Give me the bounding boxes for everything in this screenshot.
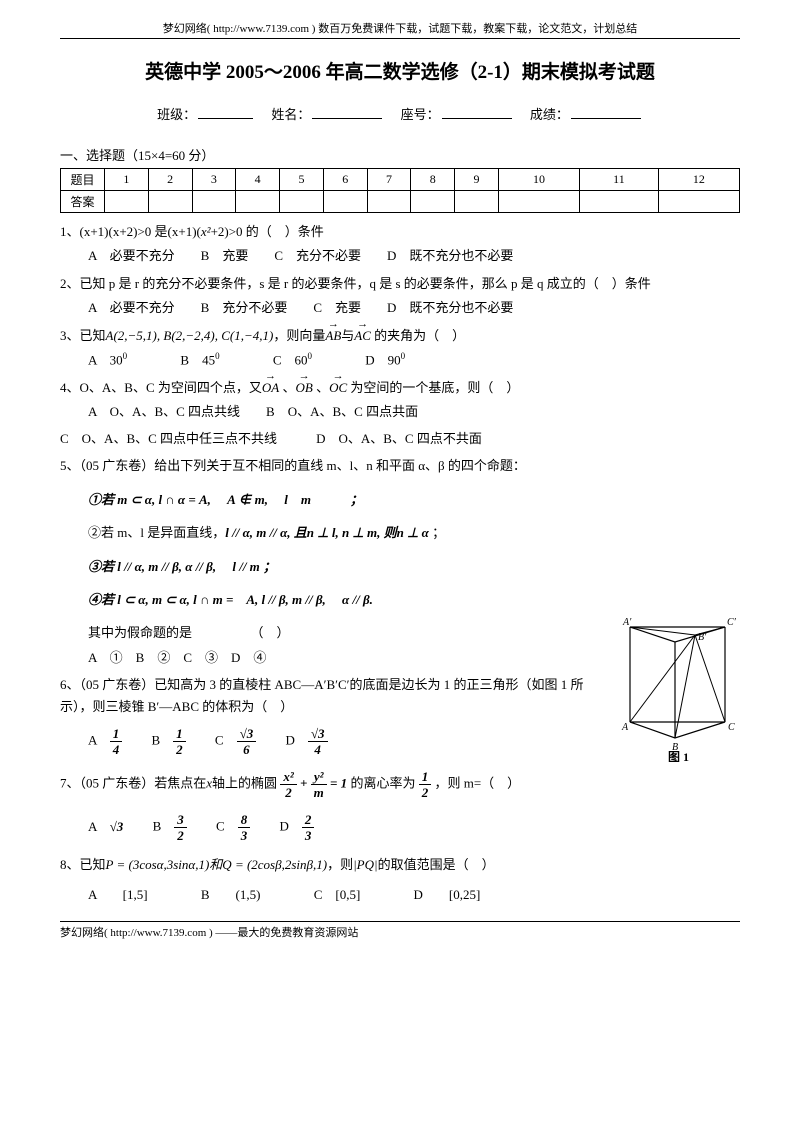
- question-3: 3、已知A(2,−5,1), B(2,−2,4), C(1,−4,1)，则向量A…: [60, 325, 740, 371]
- question-5: 5、（05 广东卷）给出下列关于互不相同的直线 m、l、n 和平面 α、β 的四…: [60, 455, 740, 668]
- page-header: 梦幻网络( http://www.7139.com ) 数百万免费课件下载，试题…: [60, 20, 740, 39]
- class-label: 班级：: [157, 107, 196, 122]
- question-8: 8、已知P = (3cosα,3sinα,1)和Q = (2cosβ,2sinβ…: [60, 854, 740, 905]
- exam-title: 英德中学 2005～2006 年高二数学选修（2-1）期末模拟考试题: [60, 57, 740, 84]
- section-1-heading: 一、选择题（15×4=60 分）: [60, 145, 740, 164]
- name-label: 姓名：: [271, 107, 310, 122]
- question-7: 7、（05 广东卷）若焦点在x轴上的椭圆 x²2 + y²m = 1 的离心率为…: [60, 770, 740, 842]
- seat-blank: [442, 118, 512, 119]
- name-blank: [312, 118, 382, 119]
- answer-table: 题目 12 34 56 78 910 1112 答案: [60, 168, 740, 213]
- class-blank: [198, 118, 253, 119]
- question-6: 6、（05 广东卷）已知高为 3 的直棱柱 ABC—A′B′C′的底面是边长为 …: [60, 674, 740, 756]
- score-label: 成绩：: [530, 107, 569, 122]
- score-blank: [571, 118, 641, 119]
- question-1: 1、(x+1)(x+2)>0 是(x+1)(x²+2)>0 的（ ）条件 A 必…: [60, 221, 740, 267]
- seat-label: 座号：: [401, 107, 440, 122]
- q5-s2: ②若 m、l 是异面直线，l // α, m // α, 且n ⊥ l, n ⊥…: [88, 525, 445, 540]
- svg-text:C′: C′: [727, 617, 737, 628]
- th-question: 题目: [61, 169, 105, 191]
- student-info: 班级： 姓名： 座号： 成绩：: [60, 104, 740, 123]
- question-2: 2、已知 p 是 r 的充分不必要条件，s 是 r 的必要条件，q 是 s 的必…: [60, 273, 740, 319]
- page-footer: 梦幻网络( http://www.7139.com ) ——最大的免费教育资源网…: [60, 921, 740, 940]
- th-answer: 答案: [61, 191, 105, 213]
- svg-text:B′: B′: [698, 632, 707, 643]
- question-4: 4、O、A、B、C 为空间四个点，又OA 、OB 、OC 为空间的一个基底，则（…: [60, 377, 740, 449]
- svg-text:A′: A′: [622, 617, 632, 628]
